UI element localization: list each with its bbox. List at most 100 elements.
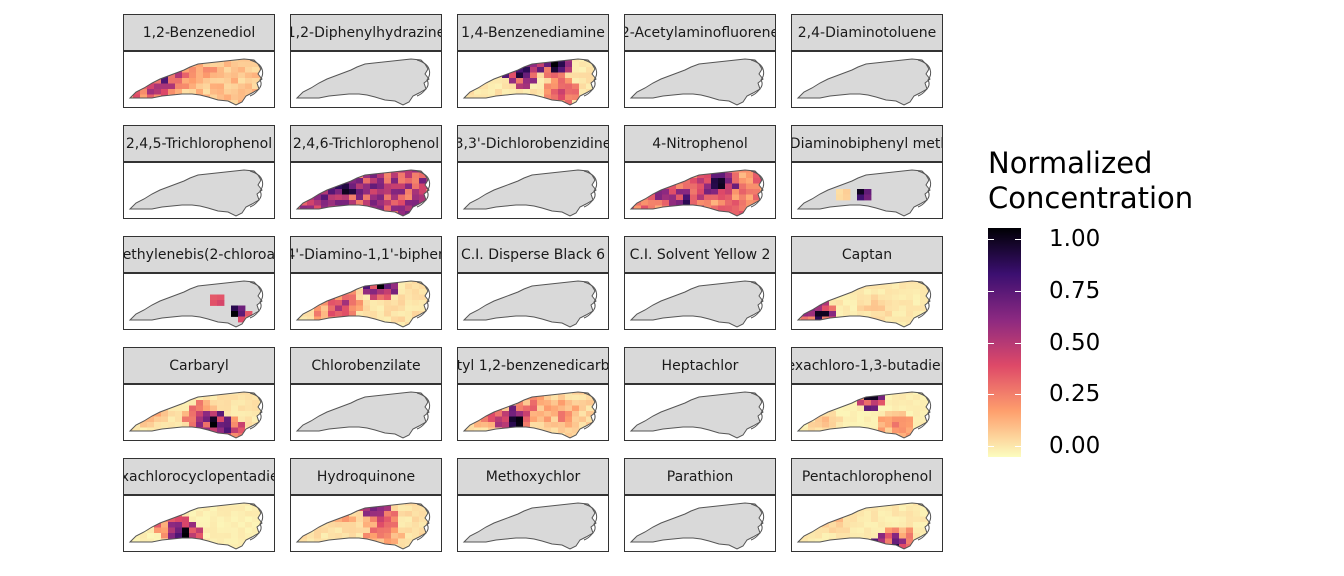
county-cell	[412, 170, 420, 173]
county-cell	[203, 439, 210, 441]
county-cell	[655, 183, 663, 190]
county-cell	[822, 527, 830, 534]
county-cell	[196, 439, 203, 441]
county-cell	[586, 400, 594, 406]
county-cell	[412, 311, 420, 317]
county-cell	[203, 511, 211, 517]
county-cell	[579, 89, 587, 95]
county-cell	[634, 211, 642, 216]
county-cell	[481, 78, 489, 84]
county-cell	[259, 538, 262, 545]
county-cell	[822, 422, 830, 428]
county-cell	[245, 89, 253, 95]
county-cell	[168, 505, 176, 512]
county-cell	[906, 328, 913, 330]
county-cell	[252, 527, 260, 534]
county-cell	[259, 394, 262, 401]
county-cell	[175, 538, 183, 545]
facet-map	[791, 51, 943, 108]
county-cell	[899, 328, 906, 330]
facet-map	[457, 384, 609, 441]
county-cell	[231, 311, 239, 317]
county-cell	[189, 516, 197, 523]
county-cell	[801, 322, 809, 327]
facet-label: 2,4,5-Trichlorophenol	[125, 135, 273, 152]
county-cell	[586, 61, 594, 68]
county-cell	[168, 511, 176, 517]
county-cell	[419, 205, 427, 212]
county-cell	[210, 72, 218, 79]
county-cell	[920, 328, 927, 330]
county-cell	[481, 89, 489, 95]
state-outline	[629, 391, 764, 439]
county-cell	[419, 172, 427, 179]
county-cell	[467, 411, 475, 417]
facet-map	[791, 273, 943, 330]
facet-label: 3,3'-Dichlorobenzidine	[457, 135, 609, 152]
county-cell	[683, 217, 690, 219]
county-cell	[426, 311, 429, 317]
county-cell	[231, 505, 239, 512]
county-cell	[147, 100, 155, 105]
county-cell	[245, 106, 252, 108]
facet-label: Methoxychlor	[485, 468, 581, 485]
county-cell	[551, 405, 559, 412]
county-cell	[210, 100, 218, 105]
county-cell	[335, 527, 343, 534]
county-cell	[419, 211, 427, 216]
county-cell	[843, 311, 851, 317]
county-cell	[464, 427, 468, 434]
county-cell	[718, 205, 726, 212]
county-cell	[464, 78, 468, 84]
county-cell	[300, 503, 308, 506]
county-cell	[210, 516, 218, 523]
county-cell	[488, 416, 496, 423]
county-cell	[210, 78, 218, 84]
county-cell	[259, 427, 262, 434]
county-cell	[899, 544, 907, 549]
county-cell	[913, 392, 921, 395]
county-cell	[140, 67, 148, 73]
county-cell	[843, 316, 851, 323]
county-cell	[906, 439, 913, 441]
county-cell	[843, 322, 851, 327]
county-cell	[906, 316, 914, 323]
facet-label: Captan	[841, 246, 893, 263]
county-cell	[815, 294, 823, 301]
county-cell	[342, 550, 349, 552]
county-cell	[516, 89, 524, 95]
county-cell	[224, 94, 232, 101]
county-cell	[460, 439, 467, 441]
county-cell	[857, 189, 865, 195]
county-cell	[391, 305, 399, 312]
county-cell	[307, 511, 315, 517]
county-cell	[419, 294, 427, 301]
facet-map	[624, 162, 776, 219]
county-cell	[238, 416, 246, 423]
county-cell	[405, 205, 413, 212]
county-cell	[829, 400, 837, 406]
county-cell	[245, 550, 252, 552]
county-cell	[631, 183, 635, 190]
legend-tick-mark	[1015, 239, 1021, 240]
county-cell	[864, 411, 872, 417]
county-cell	[335, 505, 343, 512]
county-cell	[801, 394, 809, 401]
county-cell	[391, 172, 399, 179]
county-cell	[892, 400, 900, 406]
county-cell	[850, 322, 858, 327]
county-cell	[579, 392, 587, 395]
county-cell	[739, 172, 747, 179]
county-cell	[537, 78, 545, 84]
county-cell	[245, 439, 252, 441]
county-cell	[363, 283, 371, 290]
county-cell	[245, 59, 253, 62]
county-cell	[412, 194, 420, 201]
county-cell	[739, 200, 747, 206]
county-cell	[836, 194, 844, 201]
county-cell	[798, 411, 802, 417]
facet-label: Hexachloro-1,3-butadiene	[792, 357, 942, 374]
county-cell	[252, 100, 260, 105]
county-cell	[760, 205, 763, 212]
county-cell	[593, 427, 596, 434]
